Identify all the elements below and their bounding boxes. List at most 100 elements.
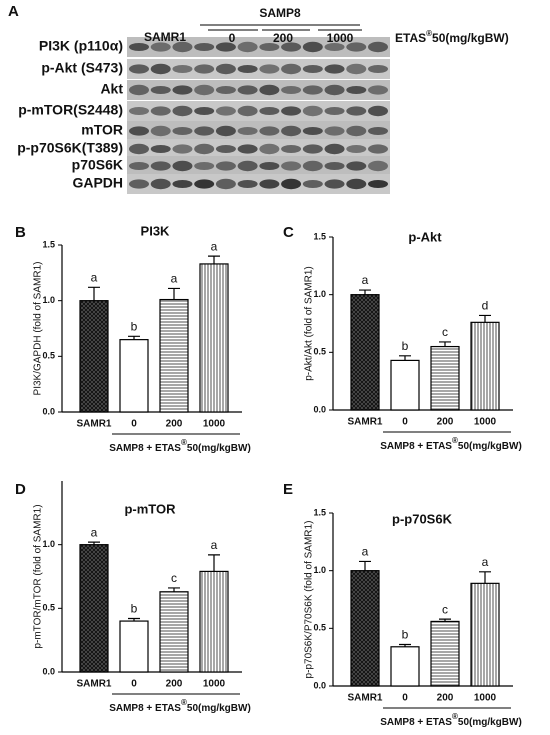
x-tick-label: 1000	[474, 417, 497, 428]
error-bar	[439, 341, 451, 347]
blot-band	[259, 162, 280, 170]
blot-band	[259, 43, 280, 51]
error-bar	[208, 255, 220, 264]
treatment-label: ETAS®50(mg/kgBW)	[395, 29, 509, 45]
blot-band	[150, 145, 171, 153]
blot-band	[368, 65, 388, 73]
dose-label: 1000	[327, 31, 354, 45]
y-tick-label: 1.0	[42, 539, 55, 549]
chart-title: PI3K	[141, 223, 171, 238]
y-tick-label: 1.0	[313, 289, 326, 299]
blot-band	[172, 160, 193, 172]
bar	[159, 298, 189, 413]
text-part: 50(mg/kgBW)	[187, 703, 251, 714]
error-bar	[359, 560, 371, 571]
blot-band	[259, 143, 280, 155]
significance-letter: a	[211, 538, 218, 552]
bar	[470, 582, 500, 687]
panel-letter: D	[15, 481, 26, 498]
y-axis-label: p-p70S6K/P70S6K (fold of SAMR1)	[304, 521, 315, 679]
blot-band	[129, 162, 149, 170]
registered-mark: ®	[181, 698, 187, 707]
blot-band	[150, 63, 171, 75]
bar	[79, 544, 109, 673]
error-bar	[479, 314, 491, 323]
treatment-label: SAMP8 + ETAS®50(mg/kgBW)	[109, 438, 251, 454]
treatment-label: SAMP8 + ETAS®50(mg/kgBW)	[380, 712, 522, 728]
bar	[159, 591, 189, 673]
blot-band	[281, 42, 302, 52]
blot-band	[150, 42, 171, 52]
significance-letter: a	[482, 555, 489, 569]
y-tick-label: 0.5	[42, 603, 55, 613]
significance-letter: c	[442, 325, 448, 339]
error-bar	[88, 541, 100, 545]
bar	[199, 570, 229, 673]
x-tick-label: SAMR1	[347, 693, 382, 704]
x-tick-label: SAMR1	[347, 417, 382, 428]
text-part: SAMP8 + ETAS	[380, 717, 452, 728]
blot-band	[346, 42, 367, 52]
blot-band	[150, 125, 171, 137]
group-label: SAMR1	[144, 30, 186, 44]
error-bar	[128, 617, 140, 622]
text-part: SAMP8 + ETAS	[380, 441, 452, 452]
blot-band	[368, 160, 388, 172]
blot-band	[346, 86, 367, 94]
bar	[350, 570, 380, 687]
bar	[350, 294, 380, 411]
bar	[119, 339, 149, 413]
blot-strip	[127, 80, 390, 100]
row-label: PI3K (p110α)	[39, 38, 123, 54]
y-tick-label: 0.0	[42, 666, 55, 676]
blot-band	[346, 63, 367, 75]
blot-band	[346, 145, 367, 153]
text-part: ETAS	[395, 31, 426, 45]
blot-band	[172, 85, 193, 95]
significance-letter: b	[131, 319, 138, 333]
significance-letter: c	[442, 602, 448, 616]
blot-strip	[127, 121, 390, 141]
blot-band	[368, 41, 388, 53]
text-part: 50(mg/kgBW)	[458, 717, 522, 728]
significance-letter: d	[482, 299, 489, 313]
text-part: SAMP8 + ETAS	[109, 443, 181, 454]
y-tick-label: 0.5	[313, 347, 326, 357]
row-label: Akt	[100, 81, 123, 97]
chart-title: p-mTOR	[124, 501, 176, 516]
x-tick-label: 200	[166, 419, 183, 430]
blot-band	[346, 125, 367, 137]
y-tick-label: 0.0	[313, 404, 326, 414]
y-tick-label: 1.5	[42, 239, 55, 249]
panel-letter: A	[8, 3, 19, 20]
row-label: GAPDH	[72, 175, 123, 191]
blot-band	[324, 84, 345, 96]
blot-band	[215, 42, 236, 52]
blot-band	[194, 43, 215, 51]
row-label: p-Akt (S473)	[41, 60, 123, 76]
blot-band	[215, 145, 236, 153]
blot-band	[302, 85, 323, 95]
blot-band	[215, 63, 236, 75]
blot-band	[281, 63, 302, 75]
bar	[199, 263, 229, 413]
blot-band	[172, 65, 193, 73]
treatment-label: SAMP8 + ETAS®50(mg/kgBW)	[380, 436, 522, 452]
x-tick-label: 1000	[203, 419, 226, 430]
error-bar	[359, 289, 371, 295]
error-bar	[128, 335, 140, 340]
blot-band	[129, 143, 149, 155]
blot-band	[281, 145, 302, 153]
x-tick-label: 1000	[203, 679, 226, 690]
row-label: p-p70S6K(T389)	[17, 140, 123, 156]
row-label: mTOR	[81, 122, 123, 138]
significance-letter: b	[131, 602, 138, 616]
registered-mark: ®	[181, 438, 187, 447]
significance-letter: a	[211, 239, 218, 253]
blot-band	[194, 143, 215, 155]
blot-band	[172, 127, 193, 135]
group-label: SAMP8	[259, 6, 301, 20]
blot-band	[150, 161, 171, 171]
blot-band	[302, 180, 323, 188]
blot-band	[215, 86, 236, 94]
